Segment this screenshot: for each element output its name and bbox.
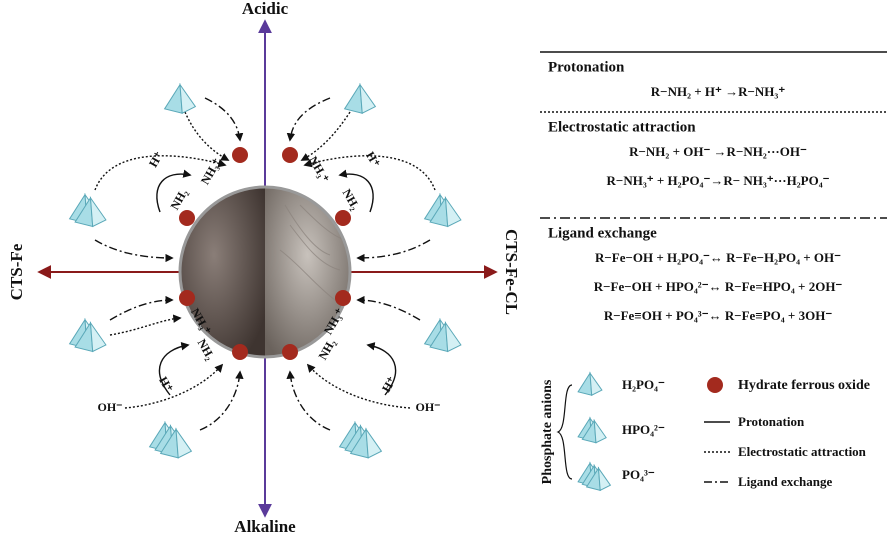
diagram-label: NH₃⁺: [198, 156, 224, 187]
electrostatic-arrow: [110, 318, 180, 335]
legend: Phosphate anions H₂PO₄⁻ HPO₄²⁻ PO₄³⁻ Hydra…: [540, 373, 870, 490]
axis-label: Alkaline: [234, 517, 296, 536]
diagram-label: OH⁻: [415, 400, 440, 414]
pyramid-face: [360, 85, 375, 114]
iron-oxide-dot: [232, 344, 248, 360]
iron-oxide-dot: [232, 147, 248, 163]
pyramid-face: [91, 198, 106, 227]
equation: R−NH₂ + H⁺ →R−NH₃⁺: [651, 84, 786, 99]
diagram-label: NH₂: [315, 336, 338, 362]
ligand-arrow: [290, 98, 330, 140]
ligand-arrow: [205, 98, 240, 140]
legend-label: Hydrate ferrous oxide: [738, 378, 870, 393]
iron-oxide-dot: [282, 344, 298, 360]
diagram-label: H⁺: [379, 374, 399, 395]
pyramid-face: [594, 421, 606, 443]
equation: R−NH₃⁺ + H₂PO₄⁻→R− NH₃⁺···H₂PO₄⁻: [607, 173, 830, 188]
equation: R−NH₂ + OH⁻ →R−NH₂···OH⁻: [629, 144, 807, 159]
diagram-label: NH₂: [167, 186, 190, 212]
legend-dot: [707, 377, 723, 393]
mechanism-title: Electrostatic attraction: [548, 119, 696, 135]
equation: R−Fe−OH + H₂PO₄⁻↔ R−Fe−H₂PO₄ + OH⁻: [595, 250, 841, 265]
mechanism-list: Protonation R−NH₂ + H⁺ →R−NH₃⁺ Electrostat…: [548, 59, 842, 323]
pyramid-face: [578, 373, 592, 395]
legend-label: H₂PO₄⁻: [622, 377, 665, 392]
axis-label: Acidic: [242, 0, 289, 18]
axis-label: CTS-Fe-CL: [502, 229, 521, 315]
pyramid-face: [345, 85, 363, 114]
legend-label: Protonation: [738, 414, 805, 429]
pyramid-face: [446, 323, 461, 352]
ligand-arrow: [200, 372, 240, 430]
ligand-arrow: [110, 300, 172, 320]
pyramid-face: [599, 468, 611, 490]
pyramid-face: [446, 198, 461, 227]
diagram-label: NH₃⁺: [306, 154, 332, 185]
legend-label: Ligand exchange: [738, 474, 832, 489]
diagram-label: H⁺: [146, 149, 166, 170]
mechanism-title: Ligand exchange: [548, 225, 657, 241]
iron-oxide-dot: [282, 147, 298, 163]
iron-oxide-dot: [179, 210, 195, 226]
iron-oxide-dot: [179, 290, 195, 306]
iron-oxide-dot: [335, 290, 351, 306]
ligand-arrow: [95, 240, 172, 258]
pyramid-face: [590, 373, 602, 395]
legend-label: Electrostatic attraction: [738, 444, 867, 459]
figure: Acidic Alkaline CTS-Fe CTS-Fe-CL NH₃⁺ NH₂…: [0, 0, 887, 538]
pyramid-face: [91, 323, 106, 352]
electrostatic-arrow: [185, 112, 228, 160]
ligand-arrow: [290, 372, 330, 430]
pyramid-face: [180, 85, 195, 114]
diagram-label: H⁺: [363, 149, 383, 170]
diagram-label: NH₂: [340, 187, 363, 213]
equation: R−Fe≡OH + PO₄³⁻↔ R−Fe≡PO₄ + 3OH⁻: [604, 308, 833, 323]
legend-anions: H₂PO₄⁻ HPO₄²⁻ PO₄³⁻: [578, 373, 665, 490]
diagram-label: H⁺: [156, 374, 176, 395]
pyramid-face: [176, 429, 191, 458]
ligand-arrow: [358, 240, 430, 258]
brace: [558, 385, 572, 479]
legend-label: HPO₄²⁻: [622, 422, 665, 437]
ligand-arrow: [358, 300, 420, 320]
iron-oxide-dot: [335, 210, 351, 226]
pyramid-face: [366, 429, 381, 458]
legend-label: PO₄³⁻: [622, 467, 655, 482]
diagram-label: OH⁻: [97, 400, 122, 414]
legend-group-label: Phosphate anions: [540, 379, 555, 484]
electrostatic-arrow: [302, 112, 350, 160]
pyramid-face: [165, 85, 183, 114]
equation: R−Fe−OH + HPO₄²⁻↔ R−Fe=HPO₄ + 2OH⁻: [594, 279, 843, 294]
mechanism-title: Protonation: [548, 59, 625, 75]
axis-label: CTS-Fe: [7, 243, 26, 300]
